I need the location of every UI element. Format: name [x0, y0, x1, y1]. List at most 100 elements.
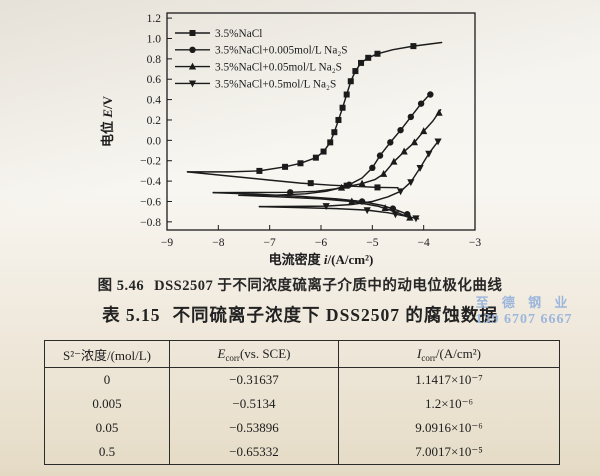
triangle-up-marker	[358, 179, 366, 187]
y-tick-label: 0.2	[147, 115, 162, 127]
cell-ecorr: −0.65332	[169, 440, 339, 465]
square-marker	[410, 43, 417, 50]
triangle-down-marker	[412, 215, 420, 223]
legend-label: 3.5%NaCl	[215, 28, 262, 40]
triangle-up-marker	[390, 157, 398, 165]
y-tick-label: −0.2	[140, 156, 161, 168]
x-tick-label: −9	[161, 237, 173, 249]
series-triangle-up	[238, 108, 443, 221]
table-row: 0.05 −0.53896 9.0916×10⁻⁶	[45, 416, 560, 440]
circle-marker	[369, 164, 376, 172]
header-icorr: Icorr/(A/cm²)	[338, 340, 560, 368]
cell-conc: 0	[103, 372, 111, 387]
square-marker	[358, 59, 365, 66]
y-tick-label: 0.4	[147, 95, 162, 107]
legend-label: 3.5%NaCl+0.005mol/L Na₂S	[215, 45, 348, 57]
triangle-down-marker	[407, 179, 415, 187]
header-ecorr: Ecorr(vs. SCE)	[169, 340, 339, 368]
x-tick-label: −6	[315, 237, 327, 249]
square-marker	[374, 50, 381, 57]
table-title-text: 不同硫离子浓度下 DSS2507 的腐蚀数据	[172, 305, 498, 325]
cell-conc: 0.05	[95, 420, 119, 435]
circle-marker	[427, 91, 434, 98]
watermark-phone: 139 6707 6667	[475, 312, 573, 328]
chart-legend: 3.5%NaCl 3.5%NaCl+0.005mol/L Na₂S 3.5%NaCl…	[175, 28, 348, 90]
series-triangle-down	[258, 138, 442, 223]
triangle-up-marker	[410, 138, 419, 146]
cell-icorr: 1.1417×10⁻⁷	[338, 367, 560, 392]
table-row: 0 −0.31637 1.1417×10⁻⁷	[45, 367, 560, 392]
y-tick-label: −0.6	[140, 196, 161, 208]
header-sulfide-concentration: S²⁻浓度/(mol/L)	[44, 340, 170, 368]
triangle-down-marker	[434, 138, 442, 146]
triangle-down-marker	[188, 80, 197, 88]
y-tick-label: 0.8	[147, 54, 162, 66]
table-title: 表 5.15 不同硫离子浓度下 DSS2507 的腐蚀数据	[0, 302, 600, 327]
cell-ecorr: −0.53896	[169, 416, 339, 440]
square-marker	[365, 54, 372, 61]
square-marker	[343, 91, 350, 98]
triangle-up-marker	[337, 183, 346, 191]
square-marker	[256, 167, 263, 174]
polarization-curves-chart: −9 −8 −7 −6 −5 −4 −3 1.2 1.0 0.8 0.6 0.4 0.2 0.0 −0.2 −…	[100, 12, 481, 267]
circle-marker	[397, 126, 404, 134]
triangle-up-marker	[381, 204, 389, 211]
triangle-up-marker	[420, 127, 428, 135]
cell-conc: 0.005	[92, 396, 122, 411]
y-axis-title: 电位 E/V	[100, 95, 115, 147]
square-marker	[297, 160, 304, 167]
square-marker	[327, 139, 334, 146]
legend-label: 3.5%NaCl+0.05mol/L Na₂S	[215, 62, 342, 74]
square-marker	[307, 180, 314, 187]
circle-marker	[376, 152, 384, 159]
square-marker	[189, 30, 196, 36]
y-axis: 1.2 1.0 0.8 0.6 0.4 0.2 0.0 −0.2 −0.4 −0.6 −0.8	[140, 13, 172, 229]
square-marker	[374, 184, 381, 191]
x-tick-label: −4	[418, 237, 430, 249]
circle-marker	[407, 113, 415, 121]
cell-icorr: 9.0916×10⁻⁶	[338, 416, 560, 440]
x-tick-label: −8	[212, 237, 224, 249]
square-marker	[339, 104, 346, 111]
triangle-down-marker	[416, 164, 424, 172]
square-marker	[347, 78, 354, 85]
figure-caption: 图 5.46 DSS2507 于不同浓度硫离子介质中的动电位极化曲线	[0, 274, 600, 295]
watermark-stamp: 至 德 钢 业 139 6707 6667	[454, 295, 594, 329]
table-row: 0.5 −0.65332 7.0017×10⁻⁵	[45, 440, 560, 465]
x-tick-label: −5	[366, 237, 378, 249]
x-tick-label: −7	[264, 237, 276, 249]
cell-icorr: 1.2×10⁻⁶	[338, 392, 560, 416]
x-axis-title: 电流密度 i/(A/cm²)	[269, 252, 374, 267]
square-marker	[335, 116, 342, 123]
y-tick-label: 0.6	[147, 74, 162, 86]
curve-branch	[258, 140, 439, 208]
corrosion-data-table: S²⁻浓度/(mol/L) Ecorr(vs. SCE) Icorr/(A/cm…	[44, 340, 560, 465]
square-marker	[352, 68, 359, 75]
triangle-down-marker	[322, 203, 330, 211]
triangle-up-marker	[348, 197, 356, 205]
x-axis: −9 −8 −7 −6 −5 −4 −3	[161, 225, 481, 249]
x-tick-label: −3	[469, 237, 481, 249]
figure-number: 图 5.46	[97, 278, 145, 294]
figure-caption-text: DSS2507 于不同浓度硫离子介质中的动电位极化曲线	[154, 278, 503, 294]
triangle-up-marker	[400, 147, 408, 155]
triangle-down-marker	[363, 207, 371, 215]
legend-label: 3.5%NaCl+0.5mol/L Na₂S	[215, 78, 336, 90]
table-row: 0.005 −0.5134 1.2×10⁻⁶	[45, 392, 560, 416]
circle-marker	[417, 100, 425, 107]
cell-ecorr: −0.5134	[169, 392, 339, 416]
square-marker	[312, 154, 319, 161]
circle-marker	[189, 46, 196, 53]
y-tick-label: 0.0	[147, 135, 162, 147]
cell-ecorr: −0.31637	[169, 367, 339, 392]
triangle-up-marker	[188, 62, 197, 70]
square-marker	[331, 129, 338, 136]
square-marker	[282, 163, 289, 170]
table-header-row: S²⁻浓度/(mol/L) Ecorr(vs. SCE) Icorr/(A/cm…	[44, 340, 560, 368]
table-number: 表 5.15	[102, 305, 161, 325]
y-tick-label: 1.0	[147, 33, 162, 45]
triangle-down-marker	[391, 211, 400, 219]
watermark-company: 至 德 钢 业	[475, 295, 573, 310]
cell-icorr: 7.0017×10⁻⁵	[338, 440, 560, 465]
